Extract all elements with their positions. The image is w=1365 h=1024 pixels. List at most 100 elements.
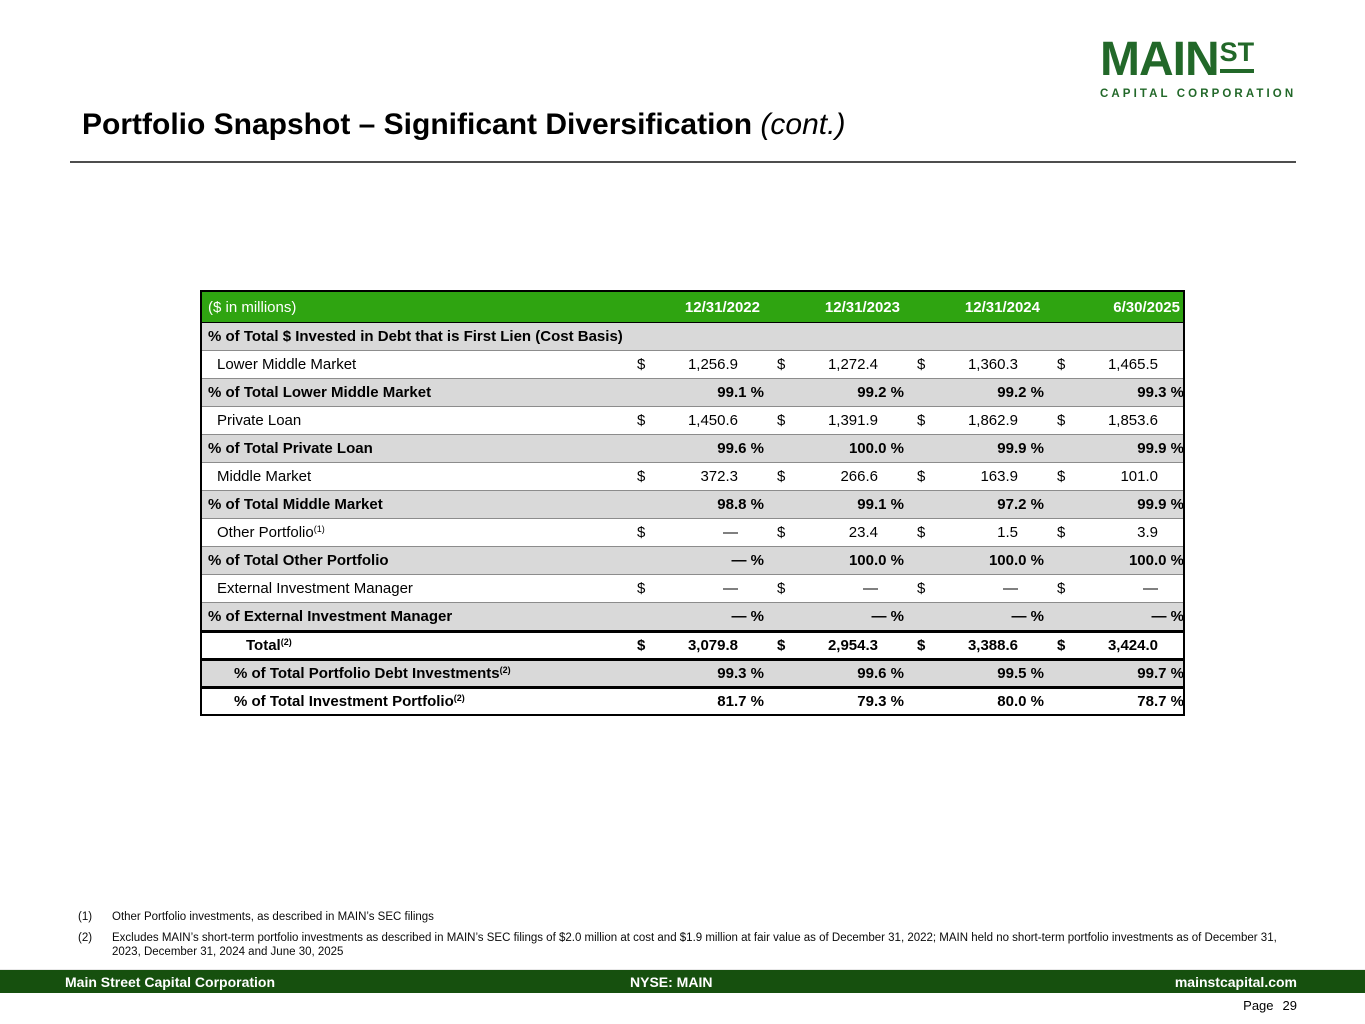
cell-value: 23.4	[848, 524, 878, 541]
table-row: Other Portfolio(1) $ — $23.4 $1.5 $3.9	[202, 518, 1183, 546]
logo-main-text: MAIN	[1100, 33, 1220, 86]
cell-value: 266.6	[840, 468, 878, 485]
row-label: Private Loan	[217, 412, 302, 429]
column-header-1: 12/31/2022	[684, 298, 760, 316]
table-row: % of Total Other Portfolio — % 100.0 % 100.…	[202, 546, 1184, 574]
cell-value: —	[863, 580, 878, 597]
percent-cell: — %	[731, 552, 764, 569]
footer-website: mainstcapital.com	[1174, 974, 1297, 990]
dollar-sign: $	[777, 637, 786, 654]
dollar-cell: $1,450.6	[627, 412, 767, 429]
footnote-marker: (1)	[78, 911, 93, 923]
dollar-sign: $	[777, 412, 786, 429]
footnotes: (1) Other Portfolio investments, as descr…	[78, 910, 1304, 966]
cell-value: 1,465.5	[1107, 356, 1158, 373]
percent-cell: 99.1 %	[857, 496, 904, 513]
portfolio-table: ($ in millions) 12/31/2022 12/31/2023 12/31…	[200, 290, 1185, 716]
logo-tagline: CAPITAL CORPORATION	[1100, 88, 1297, 100]
percent-cell: 97.2 %	[997, 496, 1044, 513]
mainst-logo: MAINST CAPITAL CORPORATION	[1100, 36, 1296, 101]
dollar-sign: $	[1057, 580, 1066, 597]
cell-value: 3.9	[1137, 524, 1158, 541]
dollar-sign: $	[637, 580, 646, 597]
cell-value: —	[1003, 580, 1018, 597]
dollar-cell: $3,424.0	[1047, 637, 1187, 654]
footnote-ref: (1)	[313, 524, 325, 534]
cell-value: 3,388.6	[967, 637, 1018, 654]
row-label: Total(2)	[246, 637, 292, 654]
percent-cell: 78.7 %	[1137, 693, 1184, 710]
dollar-sign: $	[917, 524, 926, 541]
section-header-label: % of Total $ Invested in Debt that is Fi…	[208, 328, 623, 345]
dollar-sign: $	[777, 580, 786, 597]
dollar-sign: $	[777, 468, 786, 485]
percent-cell: — %	[731, 608, 764, 625]
dollar-cell: $2,954.3	[767, 637, 907, 654]
dollar-sign: $	[637, 356, 646, 373]
page-number: Page 29	[1243, 998, 1297, 1013]
dollar-cell: $372.3	[627, 468, 767, 485]
dollar-sign: $	[777, 356, 786, 373]
footer-ticker: NYSE: MAIN	[630, 974, 713, 990]
dollar-cell: $1,391.9	[767, 412, 907, 429]
percent-cell: 100.0 %	[988, 552, 1044, 569]
percent-cell: 99.3 %	[717, 665, 764, 682]
page-number-label: Page	[1243, 998, 1274, 1013]
cell-value: 101.0	[1120, 468, 1158, 485]
percent-cell: 99.1 %	[717, 384, 764, 401]
dollar-sign: $	[1057, 412, 1066, 429]
row-label: % of Total Portfolio Debt Investments(2)	[234, 665, 511, 682]
dollar-sign: $	[917, 356, 926, 373]
percent-cell: 99.2 %	[997, 384, 1044, 401]
cell-value: 1.5	[997, 524, 1018, 541]
cell-value: 1,256.9	[687, 356, 738, 373]
table-row: % of Total Portfolio Debt Investments(2)…	[202, 658, 1184, 686]
cell-value: —	[723, 524, 738, 541]
page-title-text: Portfolio Snapshot – Significant Diversi…	[82, 108, 753, 141]
cell-value: —	[1143, 580, 1158, 597]
dollar-sign: $	[917, 580, 926, 597]
cell-value: 372.3	[700, 468, 738, 485]
percent-cell: 99.2 %	[857, 384, 904, 401]
percent-cell: 79.3 %	[857, 693, 904, 710]
percent-cell: 100.0 %	[848, 440, 904, 457]
percent-cell: — %	[871, 608, 904, 625]
dollar-cell: $ —	[767, 580, 907, 597]
dollar-sign: $	[637, 524, 646, 541]
row-label: % of External Investment Manager	[208, 608, 453, 625]
dollar-cell: $1,862.9	[907, 412, 1047, 429]
table-row: % of Total Middle Market 98.8 % 99.1 % 97.2…	[202, 490, 1184, 518]
dollar-cell: $266.6	[767, 468, 907, 485]
table-row: % of External Investment Manager — % — % — …	[202, 602, 1184, 630]
dollar-cell: $163.9	[907, 468, 1047, 485]
dollar-cell: $1,360.3	[907, 356, 1047, 373]
dollar-sign: $	[1057, 524, 1066, 541]
percent-cell: 100.0 %	[848, 552, 904, 569]
cell-value: 1,450.6	[687, 412, 738, 429]
cell-value: 163.9	[980, 468, 1018, 485]
row-label: External Investment Manager	[217, 580, 413, 597]
footnote-ref: (2)	[280, 637, 292, 647]
column-header-2: 12/31/2023	[824, 298, 900, 316]
percent-cell: 99.6 %	[717, 440, 764, 457]
row-label: Other Portfolio(1)	[217, 524, 325, 541]
table-row: Private Loan $1,450.6 $1,391.9 $1,862.9 $1,8…	[202, 406, 1183, 434]
dollar-cell: $ —	[627, 524, 767, 541]
units-label: ($ in millions)	[208, 298, 297, 316]
dollar-sign: $	[637, 637, 646, 654]
percent-cell: 99.5 %	[997, 665, 1044, 682]
dollar-sign: $	[637, 468, 646, 485]
table-row: % of Total Lower Middle Market 99.1 % 99.2…	[202, 378, 1184, 406]
row-label: % of Total Investment Portfolio(2)	[234, 693, 465, 710]
column-header-3: 12/31/2024	[964, 298, 1040, 316]
table-row: % of Total Private Loan 99.6 % 100.0 % 99.9…	[202, 434, 1184, 462]
footnote-text: Excludes MAIN’s short-term portfolio inv…	[112, 931, 1277, 959]
footnote-marker: (2)	[78, 931, 93, 944]
percent-cell: 98.8 %	[717, 496, 764, 513]
dollar-cell: $101.0	[1047, 468, 1187, 485]
title-divider	[70, 161, 1296, 163]
table-row: Lower Middle Market $1,256.9 $1,272.4 $1,36…	[202, 350, 1183, 378]
dollar-cell: $3.9	[1047, 524, 1187, 541]
column-header-4: 6/30/2025	[1113, 298, 1180, 316]
dollar-sign: $	[1057, 637, 1066, 654]
